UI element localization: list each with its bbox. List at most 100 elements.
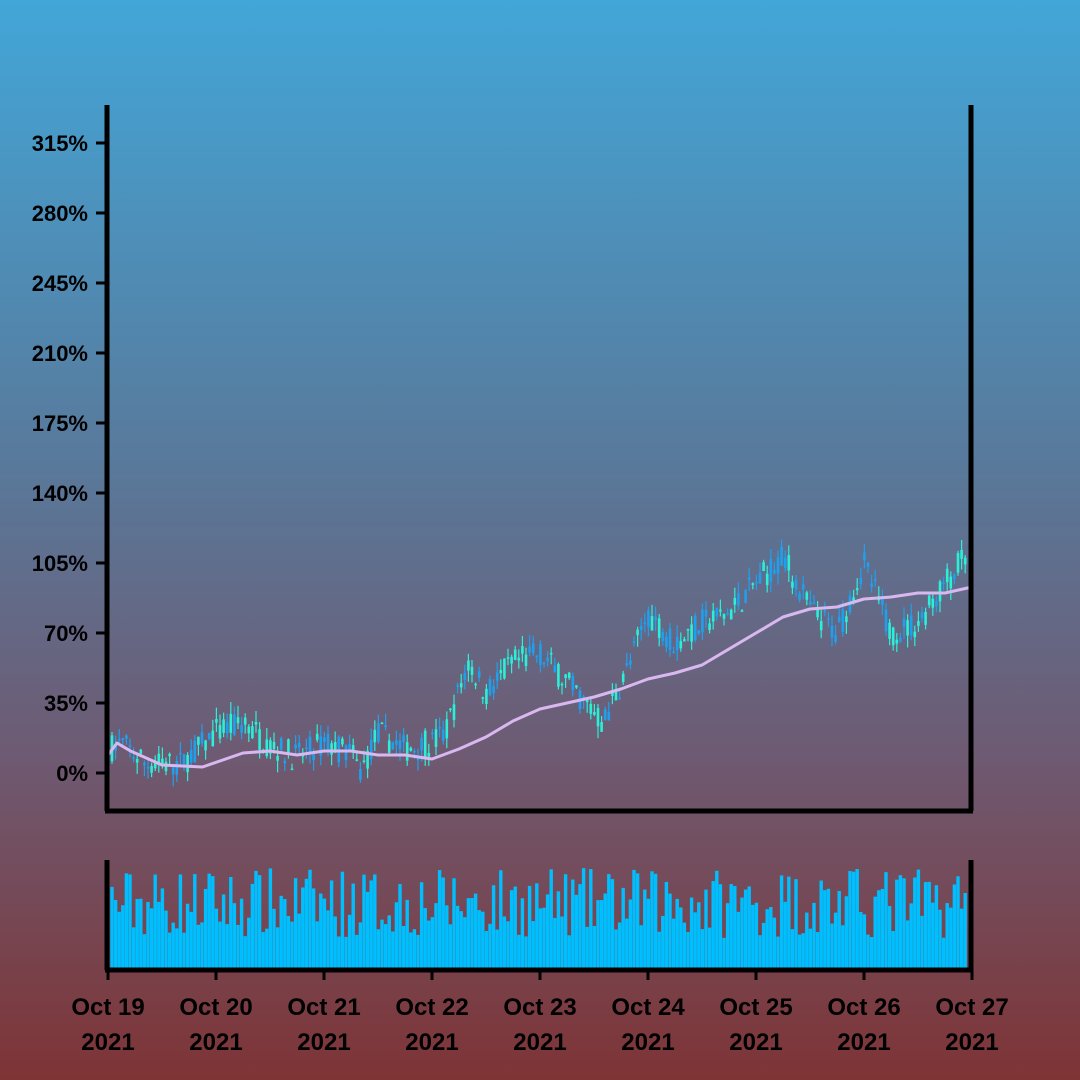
volume-bar: [139, 898, 143, 968]
candle-body: [881, 598, 884, 605]
candle-body: [438, 727, 441, 729]
volume-bar: [657, 931, 661, 968]
volume-bar: [517, 934, 521, 968]
candle-body: [189, 749, 193, 763]
candle-body: [200, 732, 204, 744]
volume-bar: [848, 871, 852, 968]
candle-body: [171, 767, 175, 775]
volume-bar: [340, 871, 345, 968]
candle-body: [128, 745, 132, 747]
volume-bar: [725, 903, 730, 968]
volume-bar: [326, 910, 330, 968]
candle-body: [247, 726, 251, 734]
candle-body: [863, 552, 866, 561]
volume-bar: [160, 888, 165, 968]
volume-bar: [905, 920, 910, 968]
volume-bar: [571, 879, 575, 968]
volume-bar: [189, 911, 193, 968]
candle-body: [841, 609, 845, 632]
volume-bar: [715, 870, 719, 968]
volume-bar: [927, 881, 931, 968]
x-tick-label-date: Oct 22: [395, 994, 468, 1021]
candle-body: [686, 629, 690, 631]
volume-bar: [409, 932, 413, 968]
candle-body: [542, 662, 546, 665]
volume-bar: [254, 870, 258, 968]
candle-body: [708, 623, 711, 631]
candle-body: [423, 730, 427, 759]
candle-body: [953, 574, 956, 580]
volume-bar: [675, 898, 679, 968]
x-tick-label-date: Oct 24: [611, 994, 685, 1021]
volume-bar: [128, 874, 132, 968]
candle-body: [143, 762, 146, 766]
volume-bar: [311, 888, 316, 968]
volume-bar: [689, 897, 694, 968]
volume-bar: [913, 877, 917, 968]
candle-body: [852, 597, 855, 602]
candle-body: [571, 675, 575, 691]
candle-body: [913, 631, 917, 638]
candle-body: [668, 628, 672, 650]
candle-body: [348, 743, 351, 750]
volume-bar: [599, 900, 604, 968]
candle-body: [168, 753, 171, 757]
candle-body: [765, 573, 769, 586]
volume-bar: [473, 893, 478, 968]
volume-bar: [711, 881, 715, 968]
candle-body: [474, 683, 477, 686]
candle-body: [269, 740, 272, 754]
volume-bar: [632, 869, 636, 968]
volume-bar: [383, 924, 388, 968]
candle-body: [283, 760, 287, 764]
volume-bar: [682, 922, 687, 968]
candle-body: [225, 722, 229, 734]
candle-body: [395, 740, 398, 745]
volume-bar: [344, 936, 348, 968]
candle-body: [661, 631, 665, 642]
candle-body: [179, 752, 182, 755]
candle-body: [557, 663, 560, 687]
candle-body: [359, 768, 362, 780]
candle-body: [823, 610, 827, 613]
candle-body: [546, 657, 549, 662]
volume-bar: [758, 935, 762, 968]
candle-body: [193, 740, 197, 763]
x-tick-label-date: Oct 23: [503, 994, 576, 1021]
volume-bar: [509, 890, 514, 968]
volume-bar: [592, 926, 597, 968]
candle-body: [711, 610, 715, 622]
volume-bar: [470, 898, 474, 968]
volume-bar: [261, 932, 265, 968]
volume-bar: [556, 891, 561, 968]
volume-bar: [445, 905, 449, 968]
x-tick-label-year: 2021: [513, 1029, 566, 1056]
candle-body: [495, 672, 499, 681]
volume-bar: [520, 898, 525, 968]
volume-bar: [293, 878, 298, 968]
volume-bar: [527, 885, 532, 968]
candle-body: [117, 738, 121, 741]
volume-bar: [887, 905, 892, 968]
volume-bar: [945, 903, 949, 968]
candle-body: [747, 577, 751, 580]
candle-body: [445, 719, 449, 739]
candle-body: [704, 609, 708, 617]
volume-bar: [646, 898, 651, 968]
candle-body: [398, 740, 402, 750]
candle-body: [726, 613, 729, 615]
volume-bar: [265, 928, 269, 968]
volume-bar: [401, 926, 406, 968]
volume-bar: [535, 883, 539, 968]
volume-bar: [931, 902, 935, 968]
volume-bar: [697, 902, 701, 968]
candle-body: [524, 654, 528, 667]
candle-body: [553, 665, 557, 673]
volume-bar: [635, 873, 640, 968]
volume-bar: [679, 907, 683, 968]
volume-bar: [837, 890, 841, 968]
volume-bar: [589, 869, 593, 968]
candle-body: [575, 685, 578, 688]
volume-bar: [387, 915, 391, 968]
